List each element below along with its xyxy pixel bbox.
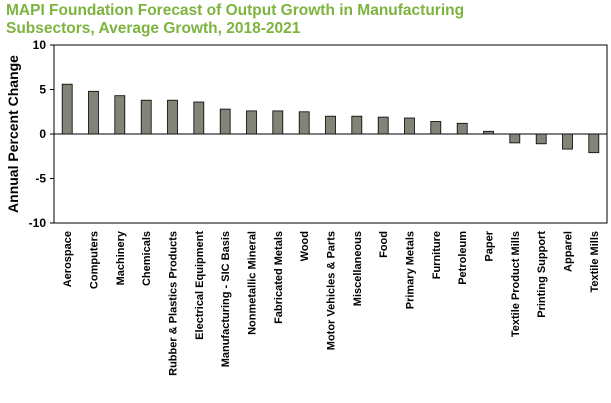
x-tick-label: Primary Metals bbox=[405, 231, 417, 309]
x-tick-label: Aerospace bbox=[62, 231, 74, 287]
y-tick-label: -10 bbox=[29, 216, 47, 230]
x-tick-label: Furniture bbox=[431, 231, 443, 279]
x-tick-label: Computers bbox=[89, 231, 101, 289]
y-tick-label: -5 bbox=[35, 172, 46, 186]
bar bbox=[377, 116, 389, 135]
x-tick-label: Apparel bbox=[563, 231, 575, 272]
bar bbox=[456, 122, 468, 135]
x-tick-label: Rubber & Plastics Products bbox=[168, 231, 180, 376]
y-tick-label: 5 bbox=[39, 83, 46, 97]
x-tick-label: Miscellaneous bbox=[352, 231, 364, 306]
bar bbox=[430, 121, 442, 135]
chart-title-line-2: Subsectors, Average Growth, 2018-2021 bbox=[6, 20, 301, 37]
bar bbox=[535, 133, 547, 145]
bar bbox=[167, 99, 178, 135]
plot-area: 10 5 0 -5 -10 Aerospace Computers Machinery Chem… bbox=[29, 38, 608, 376]
y-tick-label: 0 bbox=[39, 127, 46, 141]
x-tick-label: Chemicals bbox=[141, 231, 153, 286]
x-tick-label: Motor Vehicles & Parts bbox=[326, 231, 338, 350]
x-tick-label: Textile Mills bbox=[589, 231, 601, 293]
bar bbox=[140, 99, 152, 135]
bar bbox=[114, 95, 126, 135]
chart-title: MAPI Foundation Forecast of Output Growt… bbox=[6, 2, 606, 38]
bar bbox=[588, 133, 600, 154]
x-tick-label: Paper bbox=[484, 230, 496, 261]
x-tick-label: Machinery bbox=[115, 230, 127, 285]
y-tick-label: 10 bbox=[33, 38, 47, 52]
x-tick-label: Electrical Equipment bbox=[194, 231, 206, 340]
bar bbox=[562, 133, 573, 150]
bar bbox=[272, 110, 284, 135]
bar bbox=[509, 133, 521, 144]
bar bbox=[483, 130, 494, 135]
bar bbox=[404, 117, 415, 135]
bar bbox=[351, 115, 363, 135]
x-tick-label: Fabricated Metals bbox=[273, 231, 285, 324]
x-tick-label: Wood bbox=[299, 231, 311, 261]
x-tick-label: Food bbox=[378, 231, 390, 258]
bar bbox=[193, 101, 205, 135]
chart-title-line-1: MAPI Foundation Forecast of Output Growt… bbox=[6, 2, 465, 19]
y-axis-label: Annual Percent Change bbox=[5, 55, 21, 213]
bar bbox=[325, 115, 336, 135]
x-tick-label: Nonmetallic Mineral bbox=[247, 231, 259, 335]
x-tick-label: Petroleum bbox=[457, 231, 469, 285]
x-tick-label: Textile Product Mills bbox=[510, 231, 522, 337]
bar bbox=[298, 111, 310, 135]
bar bbox=[219, 108, 231, 135]
x-tick-label: Manufacturing - SIC Basis bbox=[220, 231, 232, 367]
bar bbox=[246, 110, 257, 135]
bar bbox=[88, 90, 99, 135]
x-tick-label: Printing Support bbox=[536, 231, 548, 318]
bar bbox=[61, 83, 73, 135]
